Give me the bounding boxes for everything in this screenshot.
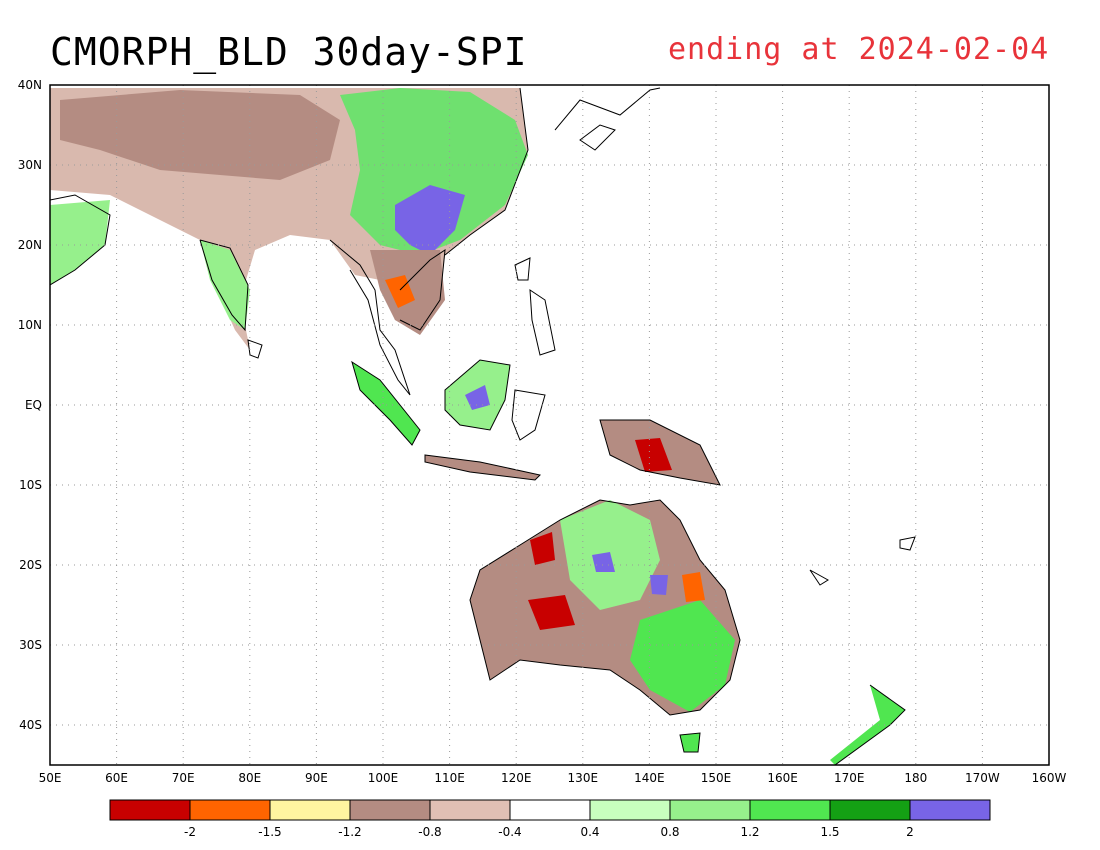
colorbar-legend: -2 -1.5 -1.2 -0.8 -0.4 0.4 0.8 1.2 1.5 2 bbox=[109, 799, 991, 839]
lat-tick-label: 10S bbox=[19, 478, 42, 492]
lat-tick-label: 40S bbox=[19, 718, 42, 732]
region-nz bbox=[830, 685, 905, 765]
lon-tick-label: 100E bbox=[368, 771, 399, 785]
region-nw-brown bbox=[60, 90, 340, 180]
region-tasmania bbox=[680, 733, 700, 752]
region-australia-east-green bbox=[630, 600, 735, 712]
colorbar-swatch bbox=[349, 799, 431, 821]
map-frame bbox=[49, 84, 1050, 766]
colorbar-swatch bbox=[749, 799, 831, 821]
lat-tick-label: 40N bbox=[18, 78, 42, 92]
longitude-tick-labels: 50E 60E 70E 80E 90E 100E 110E 120E 130E 140E 150E 1… bbox=[39, 771, 1067, 785]
region-australia-dry-nw bbox=[530, 532, 555, 565]
lon-tick-label: 120E bbox=[501, 771, 532, 785]
lon-tick-label: 160W bbox=[1032, 771, 1067, 785]
region-australia-wet-2 bbox=[650, 575, 668, 595]
region-new-guinea-dry bbox=[635, 438, 672, 472]
colorbar-swatch bbox=[509, 799, 591, 821]
lon-tick-label: 150E bbox=[701, 771, 732, 785]
colorbar-swatch bbox=[669, 799, 751, 821]
colorbar-swatch bbox=[429, 799, 511, 821]
lon-tick-label: 80E bbox=[238, 771, 261, 785]
region-borneo-wet bbox=[465, 385, 490, 410]
colorbar-label: -0.4 bbox=[498, 825, 521, 839]
lon-tick-label: 160E bbox=[767, 771, 798, 785]
region-china-wet bbox=[395, 185, 465, 255]
region-sumatra bbox=[352, 362, 420, 445]
spi-shading bbox=[50, 88, 905, 765]
colorbar-label: -1.2 bbox=[338, 825, 361, 839]
map-title: CMORPH_BLD 30day-SPI bbox=[50, 30, 528, 74]
colorbar-label: -0.8 bbox=[418, 825, 441, 839]
lon-tick-label: 130E bbox=[568, 771, 599, 785]
region-arabia-green bbox=[50, 200, 110, 285]
region-australia-dry-east bbox=[682, 572, 705, 602]
lon-tick-label: 140E bbox=[634, 771, 665, 785]
lon-tick-label: 170W bbox=[965, 771, 1000, 785]
colorbar-swatch bbox=[589, 799, 671, 821]
colorbar-swatch bbox=[829, 799, 911, 821]
colorbar-label: 0.8 bbox=[660, 825, 679, 839]
colorbar-label: 0.4 bbox=[580, 825, 599, 839]
lat-tick-label: 30S bbox=[19, 638, 42, 652]
lon-tick-label: 70E bbox=[172, 771, 195, 785]
colorbar-swatch bbox=[109, 799, 191, 821]
lon-tick-label: 60E bbox=[105, 771, 128, 785]
lat-tick-label: EQ bbox=[25, 398, 42, 412]
map-subtitle: ending at 2024-02-04 bbox=[668, 32, 1050, 67]
lon-tick-label: 180 bbox=[904, 771, 927, 785]
region-java bbox=[425, 455, 540, 480]
colorbar-label: 1.2 bbox=[740, 825, 759, 839]
colorbar-label: -2 bbox=[184, 825, 196, 839]
colorbar-swatch bbox=[269, 799, 351, 821]
region-china-green bbox=[340, 88, 528, 255]
lon-tick-label: 90E bbox=[305, 771, 328, 785]
lon-tick-label: 110E bbox=[434, 771, 465, 785]
lat-tick-label: 30N bbox=[18, 158, 42, 172]
lon-tick-label: 170E bbox=[834, 771, 865, 785]
region-australia-dry-center bbox=[528, 595, 575, 630]
colorbar-swatch bbox=[189, 799, 271, 821]
colorbar-label: 2 bbox=[906, 825, 914, 839]
lat-tick-label: 20N bbox=[18, 238, 42, 252]
colorbar-swatch bbox=[909, 799, 991, 821]
colorbar-label: -1.5 bbox=[258, 825, 281, 839]
region-india-green bbox=[200, 240, 250, 330]
lat-tick-label: 20S bbox=[19, 558, 42, 572]
region-thailand-dry bbox=[385, 275, 415, 308]
latitude-tick-labels: 40N 30N 20N 10N EQ 10S 20S 30S 40S bbox=[18, 78, 42, 732]
lon-tick-label: 50E bbox=[39, 771, 62, 785]
colorbar-label: 1.5 bbox=[820, 825, 839, 839]
region-australia-wet-1 bbox=[592, 552, 615, 572]
lat-tick-label: 10N bbox=[18, 318, 42, 332]
